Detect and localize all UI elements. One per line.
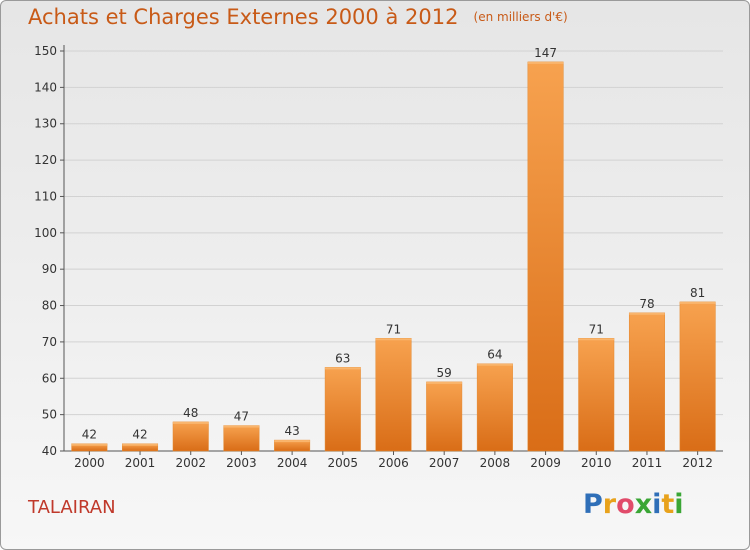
y-tick-label: 140 — [34, 80, 57, 94]
y-tick-label: 150 — [34, 44, 57, 58]
bar-highlight — [629, 312, 665, 315]
x-tick-label-2012: 2012 — [682, 456, 713, 470]
value-label-2012: 81 — [690, 286, 705, 300]
bar-2010 — [578, 338, 615, 452]
x-tick-label-2009: 2009 — [530, 456, 561, 470]
value-label-2002: 48 — [183, 406, 198, 420]
value-label-2010: 71 — [589, 322, 604, 336]
x-tick-label-2008: 2008 — [480, 456, 511, 470]
y-tick-label: 100 — [34, 226, 57, 240]
logo-letter: t — [661, 489, 675, 520]
bar-2009 — [527, 61, 564, 452]
x-tick-label-2010: 2010 — [581, 456, 612, 470]
value-label-2004: 43 — [284, 424, 299, 438]
title-block: Achats et Charges Externes 2000 à 2012 (… — [28, 5, 568, 29]
bar-2008 — [476, 363, 513, 452]
value-label-2007: 59 — [437, 366, 452, 380]
logo-letter: P — [583, 489, 603, 520]
y-tick-label: 130 — [34, 117, 57, 131]
x-tick-label-2004: 2004 — [277, 456, 308, 470]
bar-2005 — [324, 367, 361, 452]
bar-2003 — [223, 425, 260, 452]
bar-highlight — [172, 421, 209, 424]
logo-letter: i — [652, 489, 662, 520]
bar-highlight — [578, 338, 615, 341]
x-tick-label-2011: 2011 — [632, 456, 663, 470]
value-label-2005: 63 — [335, 351, 350, 365]
logo-letter: x — [634, 489, 653, 520]
bar-layer — [71, 61, 716, 452]
y-tick-label: 90 — [42, 262, 57, 276]
x-tick-label-2005: 2005 — [328, 456, 359, 470]
value-label-2006: 71 — [386, 322, 401, 336]
value-label-2011: 78 — [639, 297, 654, 311]
bar-highlight — [71, 443, 108, 446]
value-label-2008: 64 — [487, 348, 502, 362]
bar-highlight — [527, 61, 564, 64]
bar-highlight — [679, 301, 716, 304]
value-label-2001: 42 — [132, 428, 147, 442]
proxiti-logo: Proxiti — [583, 489, 684, 520]
bar-highlight — [122, 443, 158, 446]
value-label-2009: 147 — [534, 46, 557, 60]
bar-highlight — [223, 425, 260, 428]
value-label-2003: 47 — [234, 410, 249, 424]
y-tick-label: 70 — [42, 335, 57, 349]
bar-highlight — [477, 363, 513, 366]
x-tick-label-2002: 2002 — [175, 456, 206, 470]
bar-2012 — [679, 301, 716, 452]
chart-title: Achats et Charges Externes 2000 à 2012 — [28, 5, 459, 29]
logo-letter: r — [602, 489, 617, 520]
bar-2007 — [426, 381, 463, 452]
bar-highlight — [274, 440, 310, 443]
label-layer: 42 42 48 47 43 63 71 59 64 147 71 78 81 — [82, 46, 706, 442]
bar-2011 — [628, 312, 665, 452]
bar-highlight — [426, 381, 462, 384]
bar-2006 — [375, 338, 412, 452]
logo-letter: o — [616, 489, 635, 520]
y-tick-label: 80 — [42, 299, 57, 313]
bar-2002 — [172, 421, 209, 452]
x-tick-label-2006: 2006 — [378, 456, 409, 470]
chart-subtitle: (en milliers d'€) — [473, 10, 568, 24]
bar-highlight — [325, 367, 361, 370]
y-tick-label: 50 — [42, 408, 57, 422]
x-tick-label-2000: 2000 — [74, 456, 105, 470]
bar-highlight — [375, 338, 412, 341]
x-tick-label-2003: 2003 — [226, 456, 257, 470]
x-tick-label-2001: 2001 — [125, 456, 156, 470]
y-tick-label: 60 — [42, 371, 57, 385]
logo-letter: i — [674, 489, 684, 520]
commune-name: TALAIRAN — [28, 497, 116, 518]
y-tick-label: 110 — [34, 189, 57, 203]
x-tick-label-2007: 2007 — [429, 456, 460, 470]
y-tick-label: 120 — [34, 153, 57, 167]
value-label-2000: 42 — [82, 428, 97, 442]
y-tick-label: 40 — [42, 444, 57, 458]
